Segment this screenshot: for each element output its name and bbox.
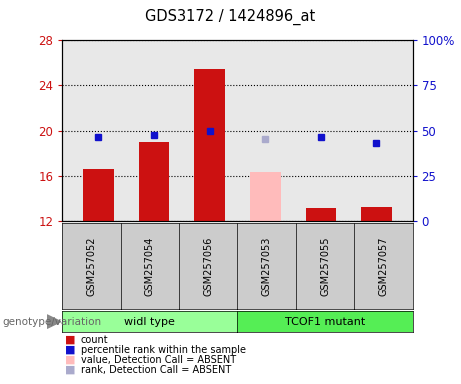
Text: percentile rank within the sample: percentile rank within the sample (81, 345, 246, 355)
Text: genotype/variation: genotype/variation (2, 316, 101, 327)
Text: value, Detection Call = ABSENT: value, Detection Call = ABSENT (81, 355, 236, 365)
Polygon shape (47, 315, 61, 328)
Text: ■: ■ (65, 355, 75, 365)
Text: GSM257053: GSM257053 (261, 236, 272, 296)
Text: GSM257056: GSM257056 (203, 236, 213, 296)
Bar (139, 142, 169, 221)
Bar (250, 172, 280, 221)
Text: ■: ■ (65, 365, 75, 375)
Text: GSM257052: GSM257052 (86, 236, 96, 296)
Text: GSM257057: GSM257057 (378, 236, 389, 296)
Text: GDS3172 / 1424896_at: GDS3172 / 1424896_at (145, 9, 316, 25)
Text: GSM257054: GSM257054 (145, 236, 155, 296)
Bar (195, 68, 225, 221)
Text: ■: ■ (65, 335, 75, 345)
Text: GSM257055: GSM257055 (320, 236, 330, 296)
Text: count: count (81, 335, 108, 345)
Text: TCOF1 mutant: TCOF1 mutant (285, 316, 365, 327)
Bar (361, 207, 392, 221)
Text: rank, Detection Call = ABSENT: rank, Detection Call = ABSENT (81, 365, 231, 375)
Bar (83, 169, 114, 221)
Bar (306, 209, 336, 221)
Text: widl type: widl type (124, 316, 175, 327)
Text: ■: ■ (65, 345, 75, 355)
